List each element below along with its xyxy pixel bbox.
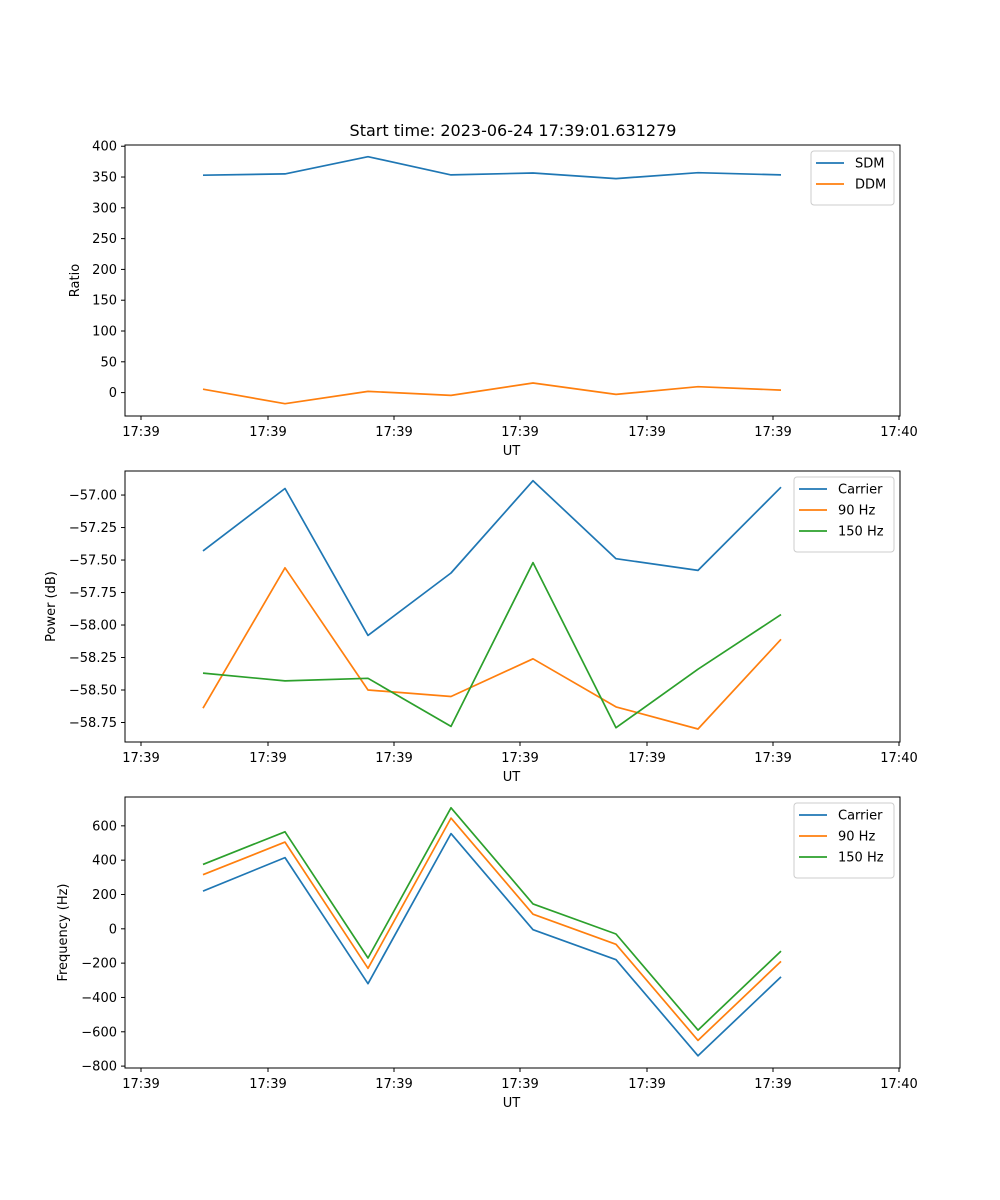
legend-frame bbox=[793, 476, 895, 553]
y-axis-label: Ratio bbox=[68, 264, 83, 297]
panel-3: 600 400 200 0 −200 −400 −600 −800 17:39 17:39 17:3… bbox=[56, 796, 918, 1111]
x-tick-label: 17:39 bbox=[122, 751, 159, 766]
x-tick-label: 17:39 bbox=[754, 1077, 791, 1092]
legend-label: 90 Hz bbox=[838, 504, 875, 519]
panel-1: 0 50 100 150 200 250 300 350 400 17:39 17:39 17:39 1… bbox=[68, 140, 918, 459]
axes-frame bbox=[124, 144, 901, 417]
series-line-sdm bbox=[202, 155, 782, 180]
legend-label: Carrier bbox=[838, 483, 883, 498]
x-tick-label: 17:39 bbox=[501, 1077, 538, 1092]
x-tick-label: 17:39 bbox=[501, 425, 538, 440]
y-tick-label: 400 bbox=[92, 140, 117, 155]
y-tick-label: 100 bbox=[92, 325, 117, 340]
y-tick-label: 200 bbox=[92, 263, 117, 278]
series-line-ddm bbox=[202, 382, 782, 405]
series-line-90-hz bbox=[202, 566, 782, 730]
y-tick-label: 400 bbox=[92, 854, 117, 869]
legend-label: Carrier bbox=[838, 809, 883, 824]
x-tick-label: 17:39 bbox=[249, 425, 286, 440]
y-tick-label: 600 bbox=[92, 819, 117, 834]
y-tick-label: 250 bbox=[92, 232, 117, 247]
y-tick-label: −57.00 bbox=[69, 489, 117, 504]
y-tick-label: 300 bbox=[92, 201, 117, 216]
y-tick-label: 0 bbox=[109, 386, 117, 401]
legend-frame bbox=[793, 802, 895, 879]
y-tick-label: −58.75 bbox=[69, 716, 117, 731]
legend-label: 150 Hz bbox=[838, 525, 884, 540]
series-line-150-hz bbox=[202, 561, 782, 729]
y-tick-label: 0 bbox=[109, 922, 117, 937]
legend-label: 150 Hz bbox=[838, 851, 884, 866]
x-axis-label: UT bbox=[503, 770, 521, 785]
x-tick-label: 17:39 bbox=[628, 425, 665, 440]
x-tick-label: 17:39 bbox=[501, 751, 538, 766]
x-tick-label: 17:39 bbox=[628, 1077, 665, 1092]
x-tick-label: 17:39 bbox=[375, 751, 412, 766]
legend: SDM DDM bbox=[810, 150, 895, 206]
x-tick-label: 17:39 bbox=[375, 1077, 412, 1092]
x-tick-label: 17:39 bbox=[122, 1077, 159, 1092]
y-tick-label: −600 bbox=[81, 1025, 117, 1040]
legend-label: 90 Hz bbox=[838, 830, 875, 845]
x-axis-label: UT bbox=[503, 1096, 521, 1111]
y-tick-label: −57.25 bbox=[69, 521, 117, 536]
legend-label: SDM bbox=[855, 157, 884, 172]
y-tick-label: −58.50 bbox=[69, 684, 117, 699]
series-line-carrier bbox=[202, 479, 782, 637]
x-tick-label: 17:39 bbox=[754, 425, 791, 440]
x-tick-label: 17:39 bbox=[628, 751, 665, 766]
panel-2: −57.00 −57.25 −57.50 −57.75 −58.00 −58.25 −58.… bbox=[44, 470, 918, 785]
x-tick-label: 17:39 bbox=[122, 425, 159, 440]
x-tick-label: 17:39 bbox=[249, 1077, 286, 1092]
y-tick-label: −58.00 bbox=[69, 619, 117, 634]
y-tick-label: −400 bbox=[81, 991, 117, 1006]
y-tick-label: 350 bbox=[92, 171, 117, 186]
y-tick-label: −58.25 bbox=[69, 651, 117, 666]
x-tick-label: 17:39 bbox=[375, 425, 412, 440]
y-axis-label: Frequency (Hz) bbox=[56, 883, 71, 981]
legend: Carrier 90 Hz 150 Hz bbox=[793, 802, 895, 879]
x-tick-label: 17:40 bbox=[880, 425, 917, 440]
series-line-carrier bbox=[202, 832, 782, 1057]
series-line-90-hz bbox=[202, 817, 782, 1042]
legend-frame bbox=[810, 150, 895, 206]
legend-label: DDM bbox=[855, 178, 886, 193]
figure-title: Start time: 2023-06-24 17:39:01.631279 bbox=[350, 121, 677, 140]
x-tick-label: 17:40 bbox=[880, 1077, 917, 1092]
axes-frame bbox=[124, 470, 901, 743]
x-tick-label: 17:40 bbox=[880, 751, 917, 766]
y-tick-label: 50 bbox=[100, 355, 117, 370]
y-axis-label: Power (dB) bbox=[44, 571, 59, 642]
series-line-150-hz bbox=[202, 806, 782, 1031]
x-tick-label: 17:39 bbox=[249, 751, 286, 766]
x-tick-label: 17:39 bbox=[754, 751, 791, 766]
y-tick-label: −57.75 bbox=[69, 586, 117, 601]
y-tick-label: −57.50 bbox=[69, 554, 117, 569]
x-axis-label: UT bbox=[503, 444, 521, 459]
legend: Carrier 90 Hz 150 Hz bbox=[793, 476, 895, 553]
y-tick-label: 200 bbox=[92, 888, 117, 903]
y-tick-label: 150 bbox=[92, 294, 117, 309]
y-tick-label: −200 bbox=[81, 957, 117, 972]
y-tick-label: −800 bbox=[81, 1060, 117, 1075]
axes-frame bbox=[124, 796, 901, 1069]
